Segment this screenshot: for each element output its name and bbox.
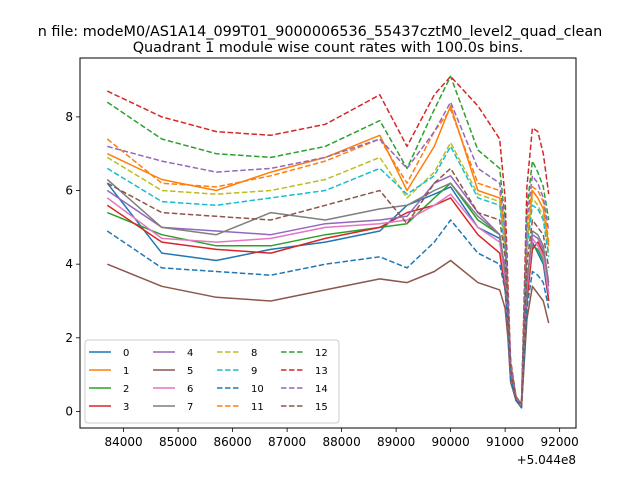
series-line-7 xyxy=(106,178,550,405)
legend-label-3: 3 xyxy=(123,402,129,413)
legend-label-1: 1 xyxy=(123,366,129,377)
chart-title: Quadrant 1 module wise count rates with … xyxy=(133,40,524,56)
series-line-10 xyxy=(106,219,550,409)
plot-area-frame xyxy=(79,57,577,429)
x-tick-label: 92000 xyxy=(541,435,579,449)
x-tick-label: 89000 xyxy=(377,435,415,449)
series-layer xyxy=(106,75,550,409)
y-tick-label: 0 xyxy=(65,404,73,418)
legend-label-10: 10 xyxy=(251,384,264,395)
series-line-12 xyxy=(106,75,550,405)
legend-label-11: 11 xyxy=(251,402,264,413)
legend-label-4: 4 xyxy=(187,348,193,359)
series-line-8 xyxy=(106,141,550,405)
legend-label-8: 8 xyxy=(251,348,257,359)
x-tick-label: 87000 xyxy=(268,435,306,449)
series-line-14 xyxy=(107,101,550,405)
legend-label-0: 0 xyxy=(123,348,129,359)
x-tick-label: 91000 xyxy=(486,435,524,449)
y-axis-ticks: 0 2 4 6 8 xyxy=(65,110,80,418)
legend-label-6: 6 xyxy=(187,384,193,395)
legend-label-12: 12 xyxy=(315,348,328,359)
legend-label-14: 14 xyxy=(315,384,328,395)
series-line-3 xyxy=(106,197,550,405)
x-tick-label: 85000 xyxy=(159,435,197,449)
legend-box xyxy=(84,339,340,424)
y-tick-label: 6 xyxy=(65,184,73,198)
series-line-9 xyxy=(106,145,550,405)
legend-label-2: 2 xyxy=(123,384,129,395)
x-tick-label: 90000 xyxy=(432,435,470,449)
legend-label-13: 13 xyxy=(315,366,328,377)
x-tick-label: 88000 xyxy=(323,435,361,449)
series-line-11 xyxy=(106,108,550,405)
series-line-6 xyxy=(106,193,550,405)
figure-suptitle: n file: modeM0/AS1A14_099T01_9000006536_… xyxy=(38,24,603,40)
series-line-13 xyxy=(106,75,550,405)
x-tick-label: 84000 xyxy=(105,435,143,449)
x-axis-offset-label: +5.044e8 xyxy=(517,453,576,467)
legend-label-15: 15 xyxy=(315,402,328,413)
x-axis-ticks: 84000 85000 86000 87000 88000 89000 90000 91000… xyxy=(105,428,579,449)
y-tick-label: 2 xyxy=(65,331,73,345)
series-line-5 xyxy=(107,259,550,409)
legend-label-7: 7 xyxy=(187,402,193,413)
legend-label-9: 9 xyxy=(251,366,257,377)
y-tick-label: 4 xyxy=(65,257,73,271)
y-tick-label: 8 xyxy=(65,110,73,124)
series-line-15 xyxy=(106,167,550,405)
x-tick-label: 86000 xyxy=(214,435,252,449)
legend-label-5: 5 xyxy=(187,366,193,377)
